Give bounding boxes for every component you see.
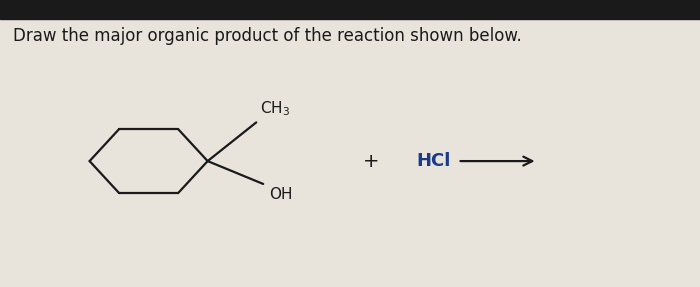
Text: OH: OH bbox=[269, 187, 293, 202]
Text: Draw the major organic product of the reaction shown below.: Draw the major organic product of the re… bbox=[13, 27, 522, 45]
Text: HCl: HCl bbox=[416, 152, 450, 170]
Text: +: + bbox=[363, 152, 379, 170]
Text: CH$_3$: CH$_3$ bbox=[260, 100, 290, 118]
